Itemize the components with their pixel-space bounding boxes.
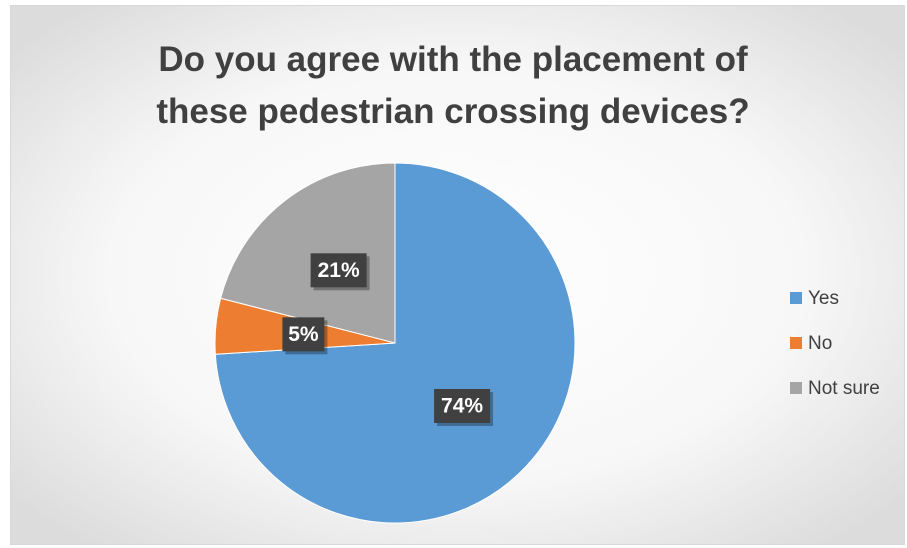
legend-label: No bbox=[808, 333, 832, 354]
legend-swatch bbox=[790, 382, 802, 394]
legend-label: Yes bbox=[808, 288, 839, 309]
legend-label: Not sure bbox=[808, 378, 880, 399]
legend-swatch bbox=[790, 292, 802, 304]
data-label: 74% bbox=[441, 395, 483, 418]
pie-slice bbox=[220, 162, 396, 344]
legend-swatch bbox=[790, 337, 802, 349]
data-label-box bbox=[310, 253, 367, 288]
data-label: 21% bbox=[318, 259, 360, 282]
data-label-box bbox=[434, 388, 491, 423]
data-label-box bbox=[282, 317, 325, 352]
chart-title: Do you agree with the placement of these… bbox=[156, 40, 750, 131]
data-label: 5% bbox=[288, 323, 319, 346]
